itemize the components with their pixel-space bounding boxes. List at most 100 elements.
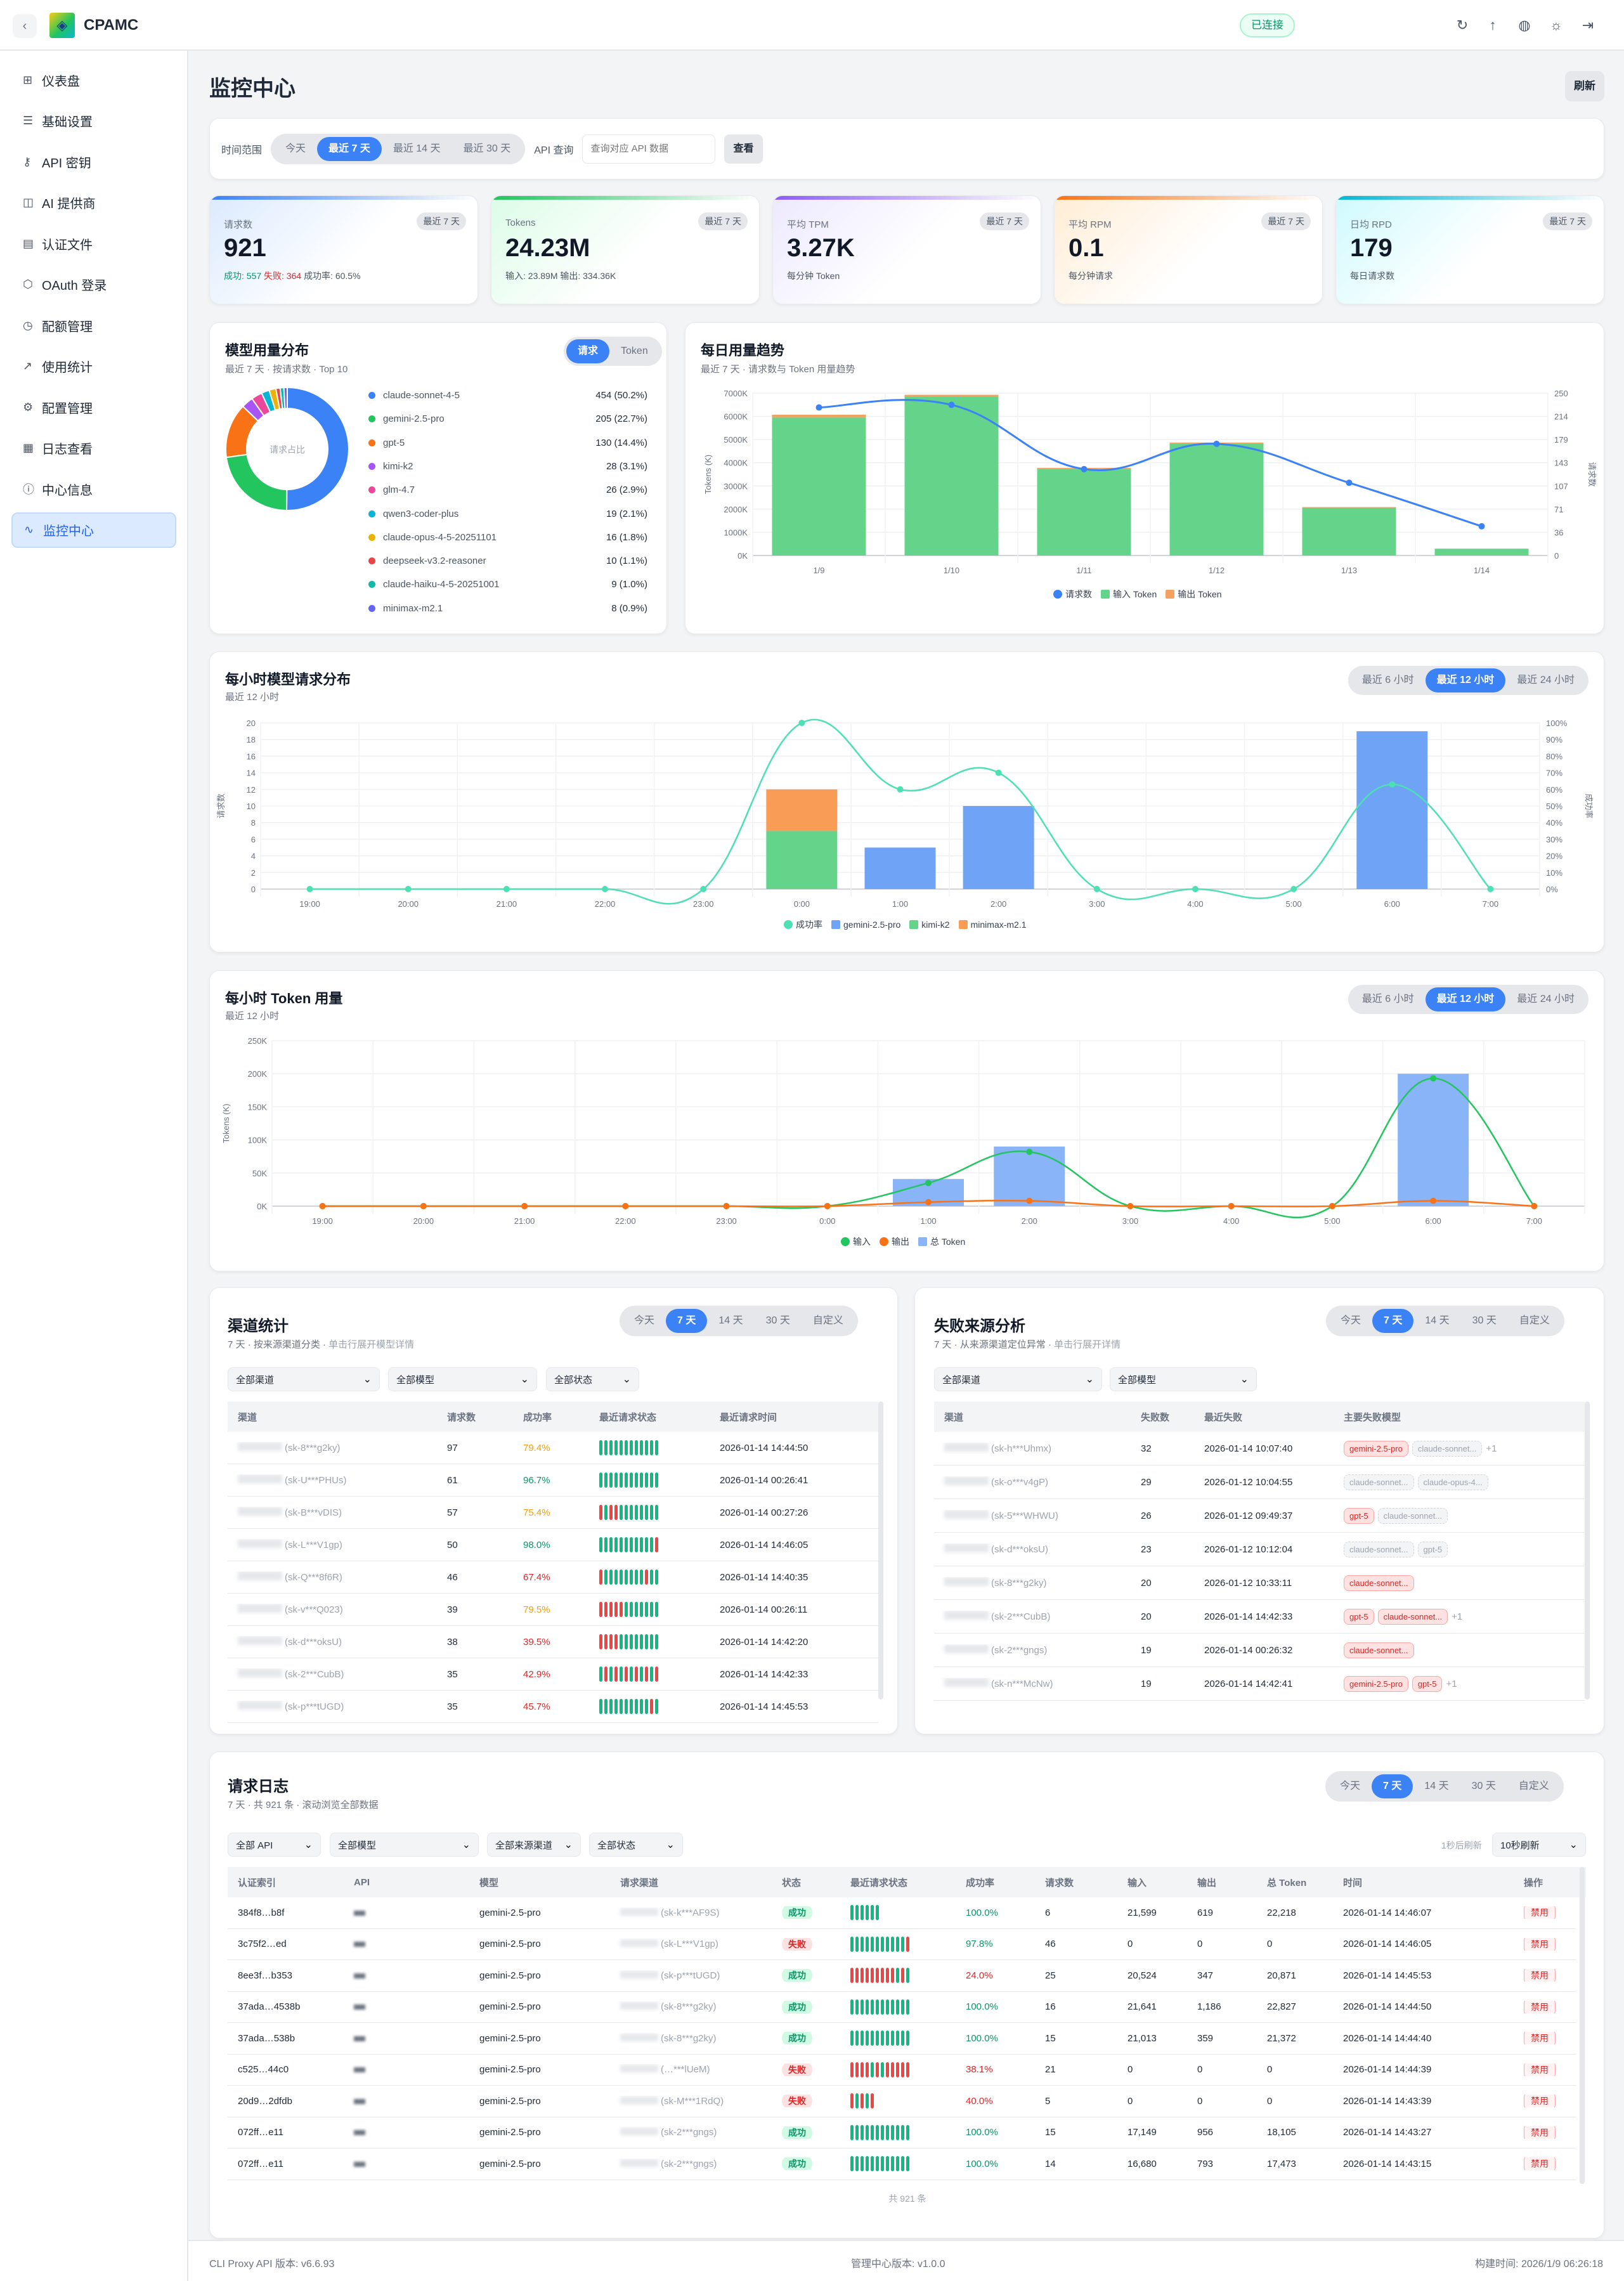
table-row[interactable]: (sk-v***Q023) 39 79.5% 2026-01-14 00:26:11 [228, 1594, 878, 1626]
table-row[interactable]: (sk-5***WHWU) 26 2026-01-12 09:49:37 gpt-5 c… [934, 1499, 1585, 1533]
line-point[interactable] [897, 786, 904, 793]
donut-slice[interactable] [285, 386, 349, 511]
bar-gemini-2.5-pro[interactable] [864, 847, 936, 890]
range-option[interactable]: 自定义 [812, 1315, 843, 1326]
cell-text[interactable]: 禁用 [1524, 2032, 1556, 2045]
disable-button[interactable]: 禁用 [1514, 1969, 1576, 1982]
range-option[interactable]: 7 天 [1372, 1309, 1414, 1333]
table-row[interactable]: 072ff…e11 gemini-2.5-pro (sk-2***gngs) 成功 10… [228, 2117, 1576, 2148]
cell-text[interactable]: 禁用 [1524, 1937, 1556, 1951]
query-button[interactable]: 查看 [724, 134, 763, 164]
legend-item[interactable]: minimax-m2.1 [958, 920, 1027, 930]
line-point[interactable] [1389, 781, 1396, 788]
legend-item[interactable]: 输入 [841, 1235, 871, 1248]
disable-button[interactable]: 禁用 [1514, 2000, 1576, 2013]
sidebar-item-oauth-login[interactable]: ⬡ OAuth 登录 [11, 267, 176, 302]
sidebar-item-monitor[interactable]: ∿ 监控中心 [11, 512, 176, 548]
cell-text[interactable]: 禁用 [1524, 2095, 1556, 2108]
range-option[interactable]: 14 天 [718, 1315, 743, 1326]
legend-item[interactable]: 输出 Token [1166, 588, 1222, 601]
line-point[interactable] [925, 1199, 932, 1205]
table-scrollbar[interactable] [878, 1401, 883, 1699]
line-point[interactable] [1346, 479, 1353, 486]
range-option[interactable]: 最近 7 天 [317, 136, 382, 161]
line-point[interactable] [1228, 1203, 1235, 1209]
table-row[interactable]: 37ada…538b gemini-2.5-pro (sk-8***g2ky) 成功 1… [228, 2023, 1576, 2055]
disable-button[interactable]: 禁用 [1514, 2032, 1576, 2045]
auto-refresh-select[interactable]: 10秒刷新 [1492, 1833, 1586, 1857]
range-option[interactable]: 最近 12 小时 [1425, 668, 1506, 692]
bar-输入-Token[interactable] [904, 396, 999, 556]
line-point[interactable] [1081, 465, 1088, 472]
legend-item[interactable]: minimax-m2.1 8 (0.9%) [368, 603, 647, 614]
line-point[interactable] [405, 886, 412, 892]
bar-gemini-2.5-pro[interactable] [1356, 731, 1428, 889]
bar-kimi-k2[interactable] [766, 831, 838, 889]
legend-item[interactable]: 请求数 [1053, 588, 1092, 601]
table-row[interactable]: (sk-Q***8f6R) 46 67.4% 2026-01-14 14:40:35 [228, 1561, 878, 1594]
donut-slice[interactable] [283, 386, 288, 410]
table-row[interactable]: (sk-p***tUGD) 35 45.7% 2026-01-14 14:45:53 [228, 1691, 878, 1723]
legend-item[interactable]: qwen3-coder-plus 19 (2.1%) [368, 509, 647, 519]
table-row[interactable]: (sk-2***CubB) 35 42.9% 2026-01-14 14:42:33 [228, 1658, 878, 1691]
sidebar-item-api-keys[interactable]: ⚷ API 密钥 [11, 144, 176, 179]
filter-select[interactable]: 全部渠道 [934, 1367, 1102, 1391]
line-point[interactable] [622, 1203, 629, 1209]
legend-item[interactable]: claude-opus-4-5-20251101 16 (1.8%) [368, 532, 647, 543]
bar-输入-Token[interactable] [1434, 549, 1529, 556]
sidebar-item-config[interactable]: ⚙ 配置管理 [11, 389, 176, 425]
table-row[interactable]: (sk-2***CubB) 20 2026-01-14 14:42:33 gpt-5 c… [934, 1600, 1585, 1634]
line-point[interactable] [1213, 440, 1220, 447]
range-option[interactable]: 最近 14 天 [393, 143, 441, 154]
cell-text[interactable]: 禁用 [1524, 2000, 1556, 2013]
range-option[interactable]: 今天 [1341, 1315, 1361, 1326]
table-scrollbar[interactable] [1580, 1867, 1585, 2184]
line-point[interactable] [1430, 1197, 1437, 1204]
legend-item[interactable]: glm-4.7 26 (2.9%) [368, 484, 647, 495]
sun-icon[interactable]: ☼ [1549, 17, 1563, 33]
filter-select[interactable]: 全部模型 [330, 1833, 479, 1857]
range-option[interactable]: 14 天 [1424, 1781, 1449, 1791]
line-point[interactable] [995, 769, 1002, 776]
range-option[interactable]: 最近 6 小时 [1361, 675, 1414, 686]
bar-总-Token[interactable] [994, 1147, 1065, 1206]
bar-总-Token[interactable] [1398, 1074, 1469, 1206]
legend-item[interactable]: deepseek-v3.2-reasoner 10 (1.1%) [368, 556, 647, 566]
line-point[interactable] [723, 1203, 730, 1209]
line-point[interactable] [948, 401, 955, 408]
table-row[interactable]: (sk-n***McNw) 19 2026-01-14 14:42:41 gemini… [934, 1667, 1585, 1701]
bar-输入-Token[interactable] [1302, 507, 1396, 556]
range-option[interactable]: 自定义 [1519, 1315, 1550, 1326]
line-point[interactable] [602, 886, 609, 892]
filter-select[interactable]: 全部状态 [589, 1833, 683, 1857]
sidebar-item-auth-files[interactable]: ▤ 认证文件 [11, 226, 176, 261]
line-point[interactable] [925, 1179, 932, 1186]
sidebar-item-logs[interactable]: ▦ 日志查看 [11, 431, 176, 466]
range-option[interactable]: 今天 [285, 143, 306, 154]
collapse-sidebar-button[interactable]: ‹ [13, 14, 37, 38]
line-point[interactable] [824, 1203, 831, 1209]
table-row[interactable]: 37ada…4538b gemini-2.5-pro (sk-8***g2ky) 成功… [228, 1992, 1576, 2023]
range-option[interactable]: 自定义 [1518, 1781, 1549, 1791]
range-option[interactable]: 最近 24 小时 [1517, 994, 1575, 1004]
table-row[interactable]: 3c75f2…ed gemini-2.5-pro (sk-L***V1gp) 失败 97… [228, 1929, 1576, 1960]
filter-select[interactable]: 全部渠道 [228, 1367, 380, 1391]
bar-输出-Token[interactable] [1302, 507, 1396, 508]
table-row[interactable]: (sk-U***PHUs) 61 96.7% 2026-01-14 00:26:41 [228, 1464, 878, 1497]
range-option[interactable]: 最近 24 小时 [1517, 675, 1575, 686]
legend-item[interactable]: 总 Token [918, 1235, 965, 1248]
range-option[interactable]: 最近 30 天 [463, 143, 511, 154]
table-row[interactable]: c525…44c0 gemini-2.5-pro (…***lUeM) 失败 38.1%… [228, 2055, 1576, 2086]
range-option[interactable]: 30 天 [1472, 1315, 1497, 1326]
legend-item[interactable]: gemini-2.5-pro 205 (22.7%) [368, 413, 647, 424]
line-point[interactable] [521, 1203, 528, 1209]
bar-gemini-2.5-pro[interactable] [963, 806, 1034, 889]
line-point[interactable] [1127, 1203, 1134, 1209]
cell-text[interactable]: 禁用 [1524, 1969, 1556, 1982]
range-option[interactable]: 今天 [1340, 1781, 1361, 1791]
table-row[interactable]: (sk-2***gngs) 19 2026-01-14 00:26:32 claude… [934, 1634, 1585, 1667]
line-point[interactable] [1478, 523, 1485, 530]
range-option[interactable]: 14 天 [1425, 1315, 1450, 1326]
legend-item[interactable]: 输入 Token [1101, 588, 1157, 601]
line-point[interactable] [420, 1203, 427, 1209]
